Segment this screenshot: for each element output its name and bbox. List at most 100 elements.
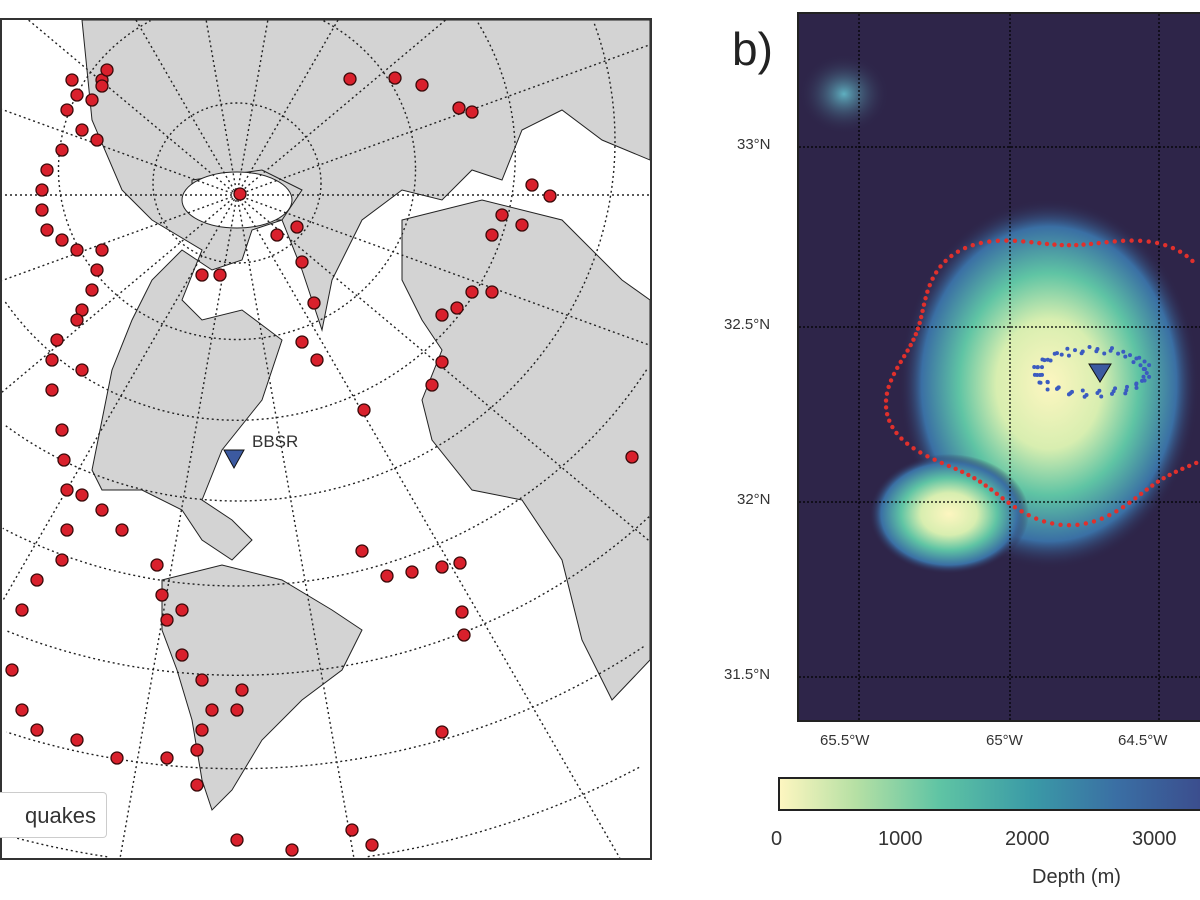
ring-point <box>908 342 913 348</box>
inner-point <box>1054 386 1059 391</box>
earthquake-marker <box>515 218 529 232</box>
lon-label: 64.5°W <box>1118 732 1168 749</box>
graticule-parallel <box>2 369 648 587</box>
ring-point <box>1104 240 1109 245</box>
earthquake-marker <box>195 723 209 737</box>
earthquake-marker <box>485 228 499 242</box>
ring-point <box>930 276 935 281</box>
colorbar-tick: 2000 <box>1005 828 1050 850</box>
earthquake-marker <box>65 73 79 87</box>
panel-label-b: b) <box>732 23 773 75</box>
graticule-meridian <box>2 108 238 196</box>
ring-point <box>895 365 900 371</box>
ring-point <box>977 479 983 484</box>
earthquake-marker <box>75 363 89 377</box>
ring-point <box>1150 483 1155 488</box>
inner-point <box>1125 384 1130 389</box>
earthquake-map <box>0 18 652 860</box>
ring-point <box>1004 238 1009 243</box>
ring-point <box>1129 238 1134 243</box>
inner-point <box>1059 352 1064 357</box>
inner-point <box>1095 390 1100 395</box>
earthquake-marker <box>35 203 49 217</box>
inner-point <box>1099 394 1104 399</box>
bathymetry-map <box>797 12 1200 722</box>
inner-point <box>1137 355 1142 360</box>
ring-point <box>1026 513 1031 518</box>
ring-point <box>1173 469 1179 475</box>
bathymetry-shallow-area <box>869 454 1029 574</box>
earthquake-marker <box>525 178 539 192</box>
ring-point <box>994 491 1000 497</box>
ring-point <box>987 239 992 244</box>
graticule-meridian <box>236 194 355 858</box>
ring-point <box>886 384 891 390</box>
graticule-parallel <box>152 102 322 264</box>
earthquake-marker <box>435 560 449 574</box>
earthquake-marker <box>425 378 439 392</box>
lat-label: 33°N <box>737 136 771 153</box>
ring-point <box>1120 238 1126 244</box>
inner-point <box>1073 348 1078 353</box>
ring-point <box>1081 242 1086 247</box>
ring-point <box>959 469 965 475</box>
graticule-meridian <box>236 20 339 196</box>
earthquake-marker <box>150 558 164 572</box>
earthquake-marker <box>435 355 449 369</box>
inner-point <box>1144 370 1149 375</box>
earthquake-marker <box>30 573 44 587</box>
earthquake-marker <box>457 628 471 642</box>
lat-label: 32.5°N <box>724 316 771 333</box>
earthquake-marker <box>233 187 247 201</box>
ring-point <box>911 446 916 451</box>
earthquake-marker <box>70 243 84 257</box>
inner-point <box>1147 363 1152 368</box>
ring-point <box>1184 253 1189 259</box>
inner-point <box>1052 351 1057 356</box>
earthquake-marker <box>455 605 469 619</box>
inner-point <box>1035 372 1040 377</box>
earthquake-marker <box>155 588 169 602</box>
ring-point <box>1180 466 1185 472</box>
ring-point <box>1114 509 1119 514</box>
earthquake-marker <box>175 648 189 662</box>
ring-point <box>1138 491 1144 497</box>
land-mass <box>161 564 363 811</box>
lon-label: 65.5°W <box>820 732 870 749</box>
ring-point <box>921 302 927 307</box>
earthquake-marker <box>100 63 114 77</box>
ring-point <box>989 487 994 492</box>
ring-point <box>918 450 923 455</box>
earthquake-marker <box>495 208 509 222</box>
earthquake-marker <box>310 353 324 367</box>
earthquake-marker <box>15 603 29 617</box>
lat-label: 31.5°N <box>724 666 771 683</box>
earthquake-marker <box>230 703 244 717</box>
earthquake-marker <box>355 544 369 558</box>
earthquake-marker <box>75 488 89 502</box>
graticule-parallel <box>57 20 417 341</box>
earthquake-marker <box>415 78 429 92</box>
earthquake-marker <box>115 523 129 537</box>
ring-point <box>913 331 919 337</box>
earthquake-marker <box>285 843 299 857</box>
graticule-meridian <box>2 194 238 282</box>
inner-point <box>1038 380 1043 385</box>
inner-point <box>1123 354 1128 359</box>
earthquake-marker <box>40 223 54 237</box>
ring-point <box>1044 241 1050 247</box>
ring-point <box>898 359 903 365</box>
ring-point <box>1155 479 1161 484</box>
ring-point <box>1186 463 1192 469</box>
earthquake-marker <box>625 450 639 464</box>
polar-ice <box>181 171 293 229</box>
inner-point <box>1087 345 1092 350</box>
earthquake-marker <box>95 243 109 257</box>
ring-point <box>1099 516 1105 521</box>
earthquake-marker <box>75 123 89 137</box>
ring-point <box>1000 496 1005 501</box>
inner-point <box>1134 381 1139 386</box>
ring-point <box>972 476 977 481</box>
bathymetry-map-canvas <box>799 14 1200 720</box>
inner-point <box>1038 373 1042 377</box>
